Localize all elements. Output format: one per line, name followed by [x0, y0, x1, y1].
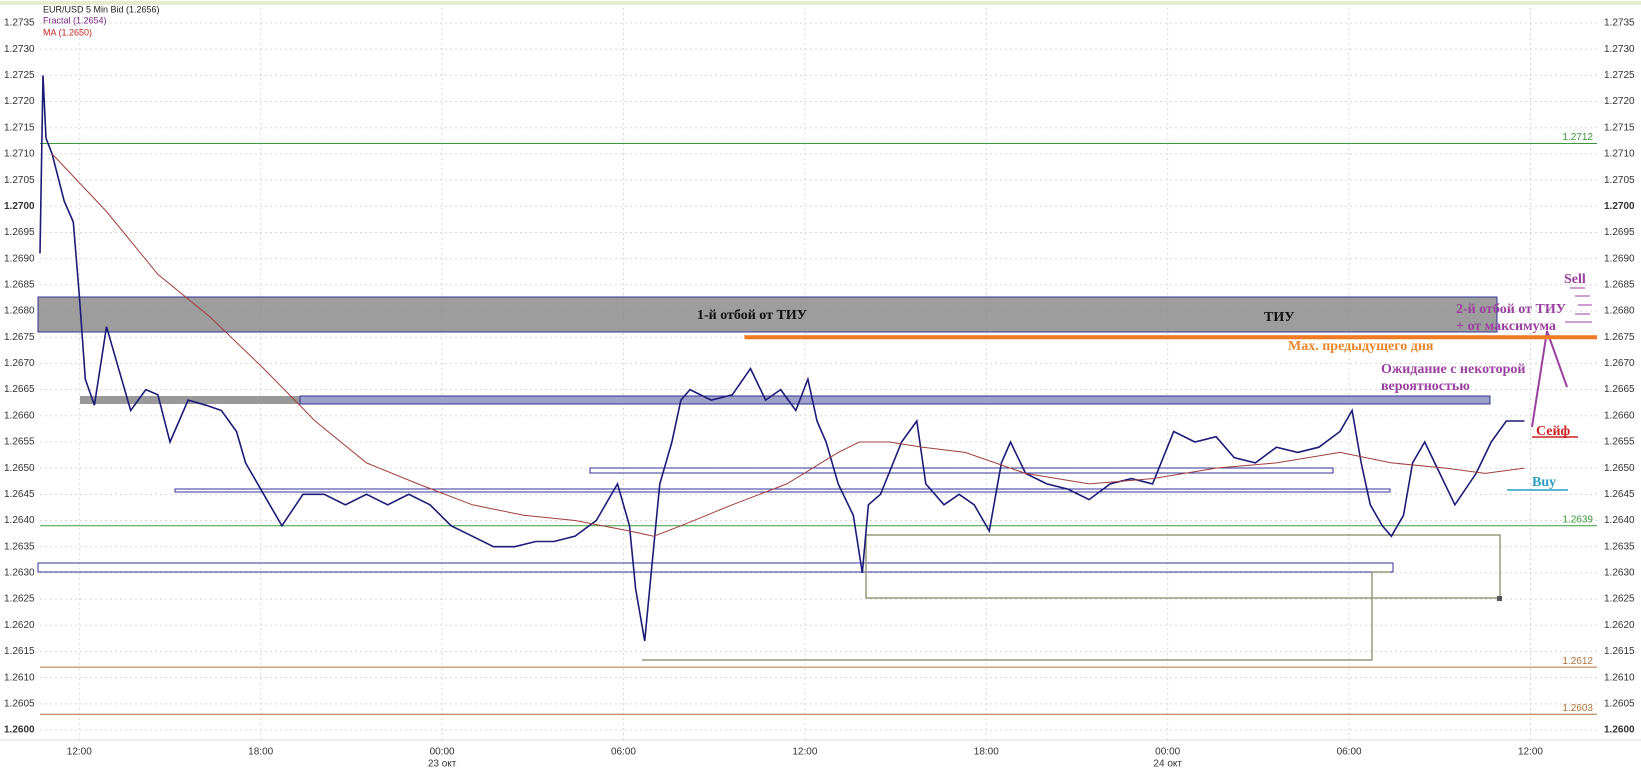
y-tick-label: 1.2660 [1604, 410, 1635, 421]
y-tick-label: 1.2615 [1604, 646, 1635, 657]
y-tick-label: 1.2730 [4, 44, 35, 55]
y-tick-label: 1.2670 [4, 358, 35, 369]
x-tick-label: 06:00 [1337, 747, 1362, 758]
x-tick-label: 12:00 [67, 747, 92, 758]
annotation: + от максимума [1456, 319, 1556, 334]
ma-label: MA (1.2650) [43, 27, 92, 37]
x-tick-label: 12:00 [1518, 747, 1543, 758]
y-tick-label: 1.2655 [1604, 437, 1635, 448]
y-tick-label: 1.2700 [4, 201, 35, 212]
y-tick-label: 1.2695 [4, 227, 35, 238]
x-tick-label: 18:00 [248, 747, 273, 758]
x-tick-label: 00:00 [430, 747, 455, 758]
y-tick-label: 1.2610 [4, 672, 35, 683]
annotation: вероятностью [1381, 379, 1470, 394]
date-label: 24 окт [1153, 759, 1182, 769]
y-tick-label: 1.2645 [1604, 489, 1635, 500]
level-label: 1.2603 [1562, 703, 1593, 714]
y-tick-label: 1.2640 [1604, 515, 1635, 526]
header: EUR/USD 5 Min Bid (1.2656) [43, 4, 160, 14]
tiu-zone [37, 296, 1498, 333]
y-tick-label: 1.2620 [1604, 620, 1635, 631]
y-tick-label: 1.2715 [4, 122, 35, 133]
y-tick-label: 1.2735 [4, 18, 35, 29]
y-tick-label: 1.2665 [1604, 384, 1635, 395]
y-tick-label: 1.2640 [4, 515, 35, 526]
y-tick-label: 1.2680 [1604, 306, 1635, 317]
y-tick-label: 1.2720 [4, 96, 35, 107]
y-tick-label: 1.2705 [1604, 175, 1635, 186]
y-tick-label: 1.2655 [4, 437, 35, 448]
y-tick-label: 1.2710 [1604, 149, 1635, 160]
annotation: 1-й отбой от ТИУ [697, 308, 807, 323]
y-tick-label: 1.2625 [4, 594, 35, 605]
sell-marks [1565, 287, 1592, 323]
y-tick-label: 1.2650 [4, 463, 35, 474]
level-box [299, 395, 1491, 405]
y-tick-label: 1.2675 [4, 332, 35, 343]
y-tick-label: 1.2635 [4, 541, 35, 552]
y-tick-label: 1.2665 [4, 384, 35, 395]
fractal-label: Fractal (1.2654) [43, 15, 107, 25]
y-tick-label: 1.2735 [1604, 18, 1635, 29]
y-tick-label: 1.2600 [4, 725, 35, 736]
annotation: Ожидание с некоторой [1381, 362, 1525, 377]
y-tick-label: 1.2685 [4, 279, 35, 290]
level-label: 1.2612 [1562, 656, 1593, 667]
y-tick-label: 1.2690 [4, 253, 35, 264]
level-label: 1.2639 [1562, 514, 1593, 525]
y-tick-label: 1.2660 [4, 410, 35, 421]
y-tick-label: 1.2695 [1604, 227, 1635, 238]
annotation: 2-й отбой от ТИУ [1456, 302, 1566, 317]
annotation: ТИУ [1264, 310, 1295, 325]
range-handle [1497, 596, 1502, 601]
y-tick-label: 1.2670 [1604, 358, 1635, 369]
y-tick-label: 1.2650 [1604, 463, 1635, 474]
arrow [1531, 330, 1568, 428]
y-tick-label: 1.2685 [1604, 279, 1635, 290]
range-box [642, 571, 1390, 661]
y-tick-label: 1.2630 [1604, 568, 1635, 579]
y-tick-label: 1.2620 [4, 620, 35, 631]
level-box [37, 562, 1394, 573]
y-tick-label: 1.2725 [4, 70, 35, 81]
y-tick-label: 1.2645 [4, 489, 35, 500]
y-tick-label: 1.2705 [4, 175, 35, 186]
level-label: 1.2712 [1562, 132, 1593, 143]
price-line [39, 75, 1525, 642]
y-tick-label: 1.2675 [1604, 332, 1635, 343]
plot [39, 75, 1597, 715]
level-box [174, 488, 1391, 493]
y-tick-label: 1.2710 [4, 149, 35, 160]
annotation: Сейф [1536, 424, 1571, 439]
y-tick-label: 1.2630 [4, 568, 35, 579]
date-label: 23 окт [428, 759, 457, 769]
y-tick-label: 1.2720 [1604, 96, 1635, 107]
x-tick-label: 06:00 [611, 747, 636, 758]
y-tick-label: 1.2700 [1604, 201, 1635, 212]
y-tick-label: 1.2605 [1604, 698, 1635, 709]
y-tick-label: 1.2605 [4, 698, 35, 709]
grid [40, 8, 1597, 740]
y-tick-label: 1.2625 [1604, 594, 1635, 605]
annotation: Мах. предыдущего дня [1288, 339, 1434, 354]
y-tick-label: 1.2725 [1604, 70, 1635, 81]
y-tick-label: 1.2730 [1604, 44, 1635, 55]
y-tick-label: 1.2690 [1604, 253, 1635, 264]
x-tick-label: 00:00 [1155, 747, 1180, 758]
y-tick-label: 1.2680 [4, 306, 35, 317]
y-tick-label: 1.2600 [1604, 725, 1635, 736]
x-tick-label: 18:00 [974, 747, 999, 758]
x-tick-label: 12:00 [792, 747, 817, 758]
y-tick-label: 1.2615 [4, 646, 35, 657]
y-tick-label: 1.2715 [1604, 122, 1635, 133]
y-tick-label: 1.2610 [1604, 672, 1635, 683]
annotation: Sell [1564, 272, 1586, 287]
annotation: Buy [1532, 475, 1556, 490]
y-tick-label: 1.2635 [1604, 541, 1635, 552]
level-box [589, 467, 1334, 474]
ma-line [51, 153, 1525, 537]
